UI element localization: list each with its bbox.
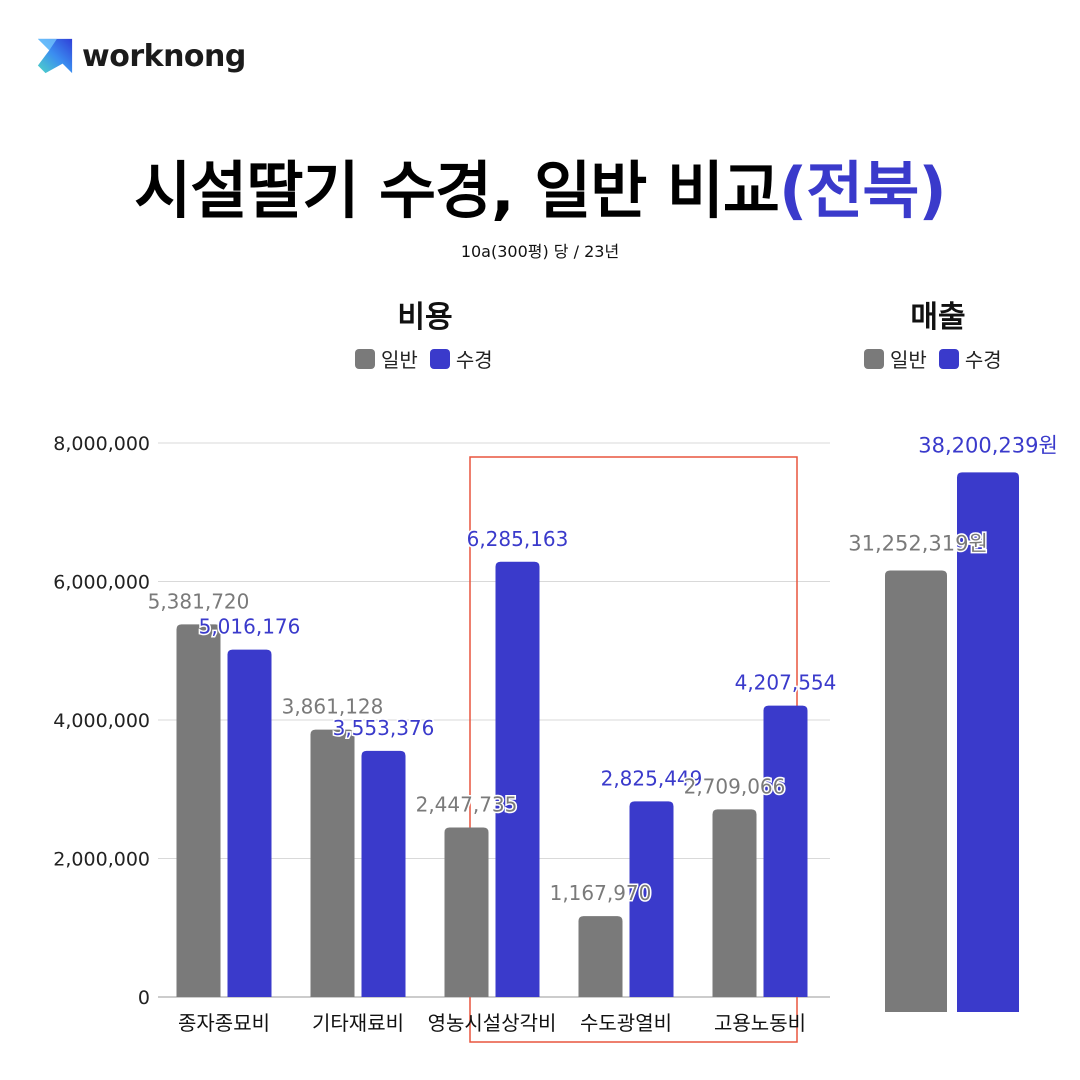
x-tick-label: 종자종묘비 [178,1011,270,1035]
sales-bar-general [885,570,947,1012]
sales-bar-hydroponic [957,472,1019,1012]
y-tick-label: 2,000,000 [53,849,150,871]
y-tick-label: 6,000,000 [53,572,150,594]
data-label-general: 3,861,128 [282,695,384,719]
data-label-hydroponic: 2,825,449 [601,766,703,790]
x-tick-label: 고용노동비 [714,1011,806,1035]
bar-hydroponic [227,649,272,997]
y-tick-label: 8,000,000 [53,433,150,455]
y-tick-label: 4,000,000 [53,710,150,732]
bar-general [444,827,489,997]
data-label-general: 1,167,970 [550,881,652,905]
sales-legend-item-general: 일반 [864,344,927,373]
sales-legend-label-general: 일반 [890,348,927,372]
bar-general [578,916,623,997]
brand-name: worknong [82,38,246,74]
legend-item-hydroponic: 수경 [429,344,493,373]
sales-label-hydroponic: 38,200,239원 [918,433,1058,457]
data-label-general: 2,447,735 [416,792,518,816]
bar-general [310,729,355,997]
bar-hydroponic [629,801,674,997]
x-tick-label: 수도광열비 [580,1011,672,1035]
legend-item-general: 일반 [355,344,418,373]
x-tick-label: 영농시설상각비 [428,1011,557,1035]
x-tick-label: 기타재료비 [312,1011,404,1035]
data-label-general: 5,381,720 [148,589,250,613]
data-label-hydroponic: 4,207,554 [735,671,837,695]
title-region: (전북) [778,154,947,227]
sales-chart-title: 매출 [910,300,966,335]
legend-label-general: 일반 [381,348,418,372]
legend-label-hydroponic: 수경 [455,348,493,372]
page-title: 시설딸기 수경, 일반 비교(전북) [0,140,1080,230]
bar-hydroponic [763,705,808,997]
bar-general [712,809,757,997]
bar-hydroponic [495,561,540,997]
y-tick-label: 0 [138,987,150,1009]
cost-legend: 일반 수경 [355,344,505,373]
sales-legend-label-hydroponic: 수경 [964,348,1002,372]
title-main: 시설딸기 수경, 일반 비교 [134,154,780,227]
bar-hydroponic [361,750,406,997]
legend-swatch-hydroponic [429,348,450,369]
legend-swatch-general [355,348,375,369]
data-label-hydroponic: 5,016,176 [199,615,301,639]
data-label-general: 2,709,066 [684,774,786,798]
bar-general [176,624,221,997]
sales-label-general: 31,252,319원 [848,532,988,556]
cost-chart-title: 비용 [397,300,453,335]
sales-legend: 일반 수경 [864,344,1014,373]
data-label-hydroponic: 3,553,376 [333,716,435,740]
data-label-hydroponic: 6,285,163 [467,527,569,551]
page-subtitle: 10a(300평) 당 / 23년 [460,242,620,261]
sales-legend-item-hydroponic: 수경 [938,344,1002,373]
sales-legend-swatch-general [864,348,884,369]
brand: worknong [36,36,246,76]
sales-legend-swatch-hydroponic [938,348,959,369]
arrow-logo-icon [37,38,73,74]
